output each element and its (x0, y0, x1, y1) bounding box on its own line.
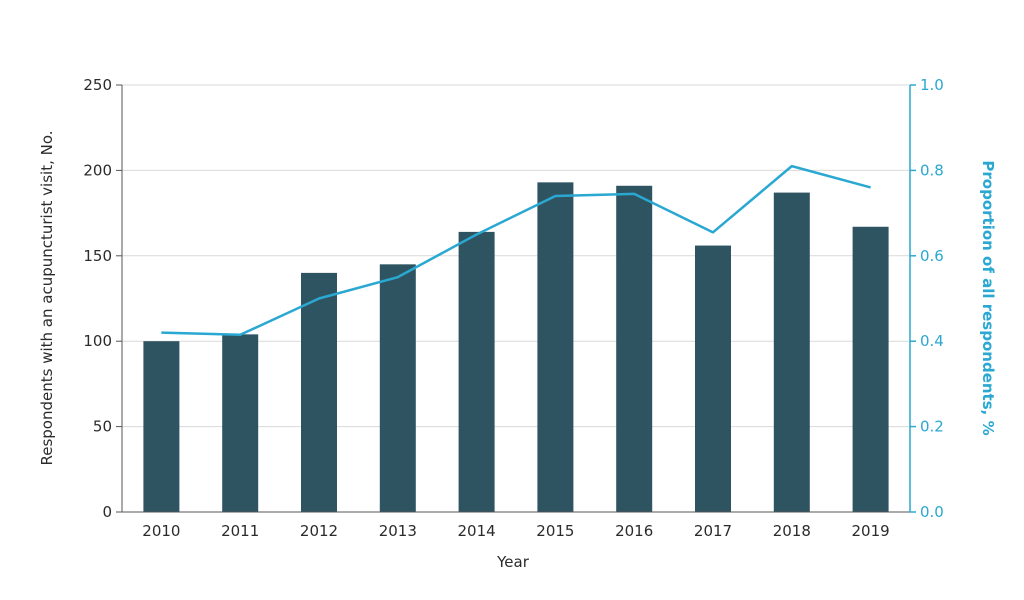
x-axis-title: Year (496, 553, 530, 571)
y-tick-label: 250 (83, 76, 112, 94)
x-tick-label: 2016 (615, 522, 653, 540)
axes (116, 84, 916, 513)
y-tick-label: 200 (83, 161, 112, 179)
x-tick-label: 2013 (379, 522, 417, 540)
bar-series (143, 182, 889, 512)
x-tick-label: 2017 (694, 522, 732, 540)
proportion-line (161, 164, 871, 337)
bar (616, 185, 653, 512)
bar (773, 192, 810, 512)
bar (379, 264, 416, 512)
y-tick-label: 50 (93, 418, 112, 436)
line-series (161, 164, 871, 337)
bar (301, 272, 337, 512)
x-tick-label: 2018 (773, 522, 811, 540)
y2-tick-label: 0.8 (920, 161, 944, 179)
y2-tick-label: 0.6 (920, 247, 944, 265)
x-tick-label: 2019 (852, 522, 890, 540)
y2-tick-label: 0.2 (920, 418, 944, 436)
y-axis-title-right: Proportion of all respondents, % (979, 160, 997, 435)
bar (222, 334, 259, 512)
y2-tick-label: 0.4 (920, 332, 944, 350)
x-tick-label: 2012 (300, 522, 338, 540)
bar (695, 245, 731, 512)
tick-labels: 0 50 100 150 200 250 0.0 0.2 0.4 0.6 0.8 1.0 2010 201… (83, 76, 944, 540)
x-tick-label: 2011 (221, 522, 259, 540)
x-tick-label: 2014 (458, 522, 496, 540)
bar (458, 231, 495, 512)
y-tick-label: 150 (83, 247, 112, 265)
y-axis-title-left: Respondents with an acupuncturist visit,… (38, 130, 56, 465)
bar (143, 341, 180, 512)
x-tick-label: 2010 (142, 522, 180, 540)
bar (537, 182, 574, 512)
bar (852, 226, 889, 512)
y-tick-label: 0 (102, 503, 112, 521)
y2-tick-label: 0.0 (920, 503, 944, 521)
y2-tick-label: 1.0 (920, 76, 944, 94)
y-tick-label: 100 (83, 332, 112, 350)
x-tick-label: 2015 (536, 522, 574, 540)
